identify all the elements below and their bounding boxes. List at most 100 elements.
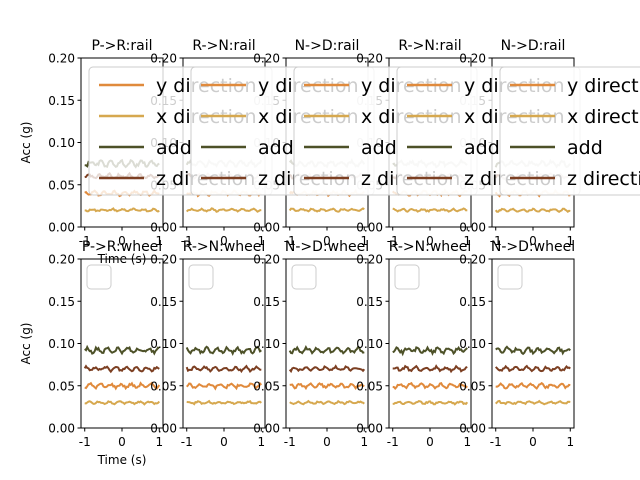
subplot-7: 0.00 0.05 0.10 0.15 0.20 -1 0 1 R->N:wheel — [150, 239, 266, 449]
subplot-9: 0.00 0.05 0.10 0.15 0.20 -1 0 1 R->N:wheel — [356, 239, 472, 449]
x-tick-label: 1 — [566, 234, 574, 248]
y-tick-label: 0.20 — [48, 253, 75, 267]
x-tick-label: 1 — [566, 435, 574, 449]
legend-label: add — [567, 137, 603, 159]
x-tick-label: 1 — [463, 435, 471, 449]
y-tick-label: 0.05 — [150, 379, 177, 393]
x-tick-label: -1 — [490, 435, 502, 449]
y-axis-label: Acc (g) — [19, 323, 33, 365]
series-line-2 — [84, 400, 161, 406]
series-line-3 — [288, 344, 365, 355]
x-tick-label: 1 — [155, 234, 163, 248]
x-tick-label: 1 — [257, 234, 265, 248]
y-tick-label: 0.00 — [253, 422, 280, 436]
y-tick-label: 0.20 — [253, 52, 280, 66]
y-tick-label: 0.00 — [356, 422, 383, 436]
y-tick-label: 0.20 — [459, 253, 486, 267]
legend-box-empty — [497, 264, 523, 290]
subplot-8: 0.00 0.05 0.10 0.15 0.20 -1 0 1 N->D:wheel — [253, 239, 369, 449]
series-line-2 — [392, 207, 468, 213]
legend — [394, 264, 420, 290]
subplot-title: N->D:rail — [295, 38, 360, 54]
subplot-title: N->D:rail — [501, 38, 566, 54]
x-tick-label: -1 — [79, 234, 91, 248]
series-line-2 — [84, 207, 160, 213]
legend-label: z direction — [567, 168, 640, 190]
y-tick-label: 0.05 — [459, 379, 486, 393]
series-line-3 — [392, 345, 468, 357]
subplot-6: 0.00 0.05 0.10 0.15 0.20 -1 0 1 P->R:wheel Time (… — [19, 239, 164, 467]
legend: y direction x direction add z direction — [499, 66, 640, 196]
y-tick-label: 0.10 — [356, 337, 383, 351]
legend-label: add — [361, 137, 397, 159]
y-tick-label: 0.20 — [253, 253, 280, 267]
y-tick-label: 0.10 — [150, 337, 177, 351]
series-line-1 — [495, 381, 571, 390]
series-line-2 — [186, 399, 262, 406]
x-tick-label: 0 — [426, 234, 434, 248]
legend-label: add — [156, 137, 192, 159]
subplot-title: R->N:rail — [398, 38, 461, 54]
series-line-3 — [185, 345, 262, 356]
series-line-3 — [84, 344, 160, 356]
y-tick-label: 0.00 — [356, 221, 383, 235]
y-tick-label: 0.15 — [48, 295, 75, 309]
series-line-2 — [185, 207, 262, 213]
x-tick-label: 1 — [257, 435, 265, 449]
legend-label: x direction — [567, 106, 640, 128]
subplot-10: 0.00 0.05 0.10 0.15 0.20 -1 0 1 N->D:wheel — [459, 239, 575, 449]
subplot-title: P->R:wheel — [82, 239, 162, 255]
series-line-2 — [494, 207, 571, 213]
y-tick-label: 0.05 — [253, 379, 280, 393]
series-line-1 — [84, 381, 161, 391]
y-tick-label: 0.10 — [48, 136, 75, 150]
series-line-1 — [392, 381, 468, 391]
y-tick-label: 0.20 — [150, 253, 177, 267]
y-tick-label: 0.05 — [356, 379, 383, 393]
series-line-2 — [495, 399, 571, 406]
legend-label: y direction — [567, 75, 640, 97]
x-tick-label: -1 — [284, 234, 296, 248]
x-tick-label: 0 — [323, 435, 331, 449]
legend-box-empty — [291, 264, 317, 290]
y-tick-label: 0.10 — [459, 337, 486, 351]
series-line-2 — [288, 207, 365, 213]
x-axis-label: Time (s) — [97, 453, 147, 467]
x-tick-label: 1 — [360, 234, 368, 248]
y-tick-label: 0.15 — [150, 295, 177, 309]
y-tick-label: 0.15 — [356, 295, 383, 309]
x-tick-label: -1 — [181, 234, 193, 248]
y-tick-label: 0.20 — [356, 52, 383, 66]
series-line-4 — [83, 364, 160, 374]
y-tick-label: 0.00 — [253, 221, 280, 235]
legend-box — [499, 66, 640, 196]
series-line-2 — [289, 399, 365, 406]
y-tick-label: 0.05 — [48, 178, 75, 192]
legend-box-empty — [188, 264, 214, 290]
x-tick-label: 1 — [360, 435, 368, 449]
x-tick-label: 1 — [155, 435, 163, 449]
legend — [86, 264, 112, 290]
y-tick-label: 0.00 — [150, 422, 177, 436]
x-tick-label: 1 — [463, 234, 471, 248]
y-tick-label: 0.10 — [253, 337, 280, 351]
legend-label: add — [258, 137, 294, 159]
legend-box-empty — [86, 264, 112, 290]
y-axis-label: Acc (g) — [19, 122, 33, 164]
y-tick-label: 0.10 — [48, 337, 75, 351]
y-tick-label: 0.20 — [356, 253, 383, 267]
x-tick-label: 0 — [529, 435, 537, 449]
x-tick-label: -1 — [387, 435, 399, 449]
series-line-4 — [494, 364, 571, 373]
subplot-title: N->D:wheel — [285, 239, 369, 255]
y-tick-label: 0.20 — [150, 52, 177, 66]
y-tick-label: 0.15 — [459, 295, 486, 309]
legend — [497, 264, 523, 290]
x-tick-label: -1 — [490, 234, 502, 248]
y-tick-label: 0.20 — [459, 52, 486, 66]
y-tick-label: 0.00 — [48, 221, 75, 235]
subplot-title: N->D:wheel — [491, 239, 575, 255]
x-tick-label: 0 — [426, 435, 434, 449]
legend-label: add — [464, 137, 500, 159]
